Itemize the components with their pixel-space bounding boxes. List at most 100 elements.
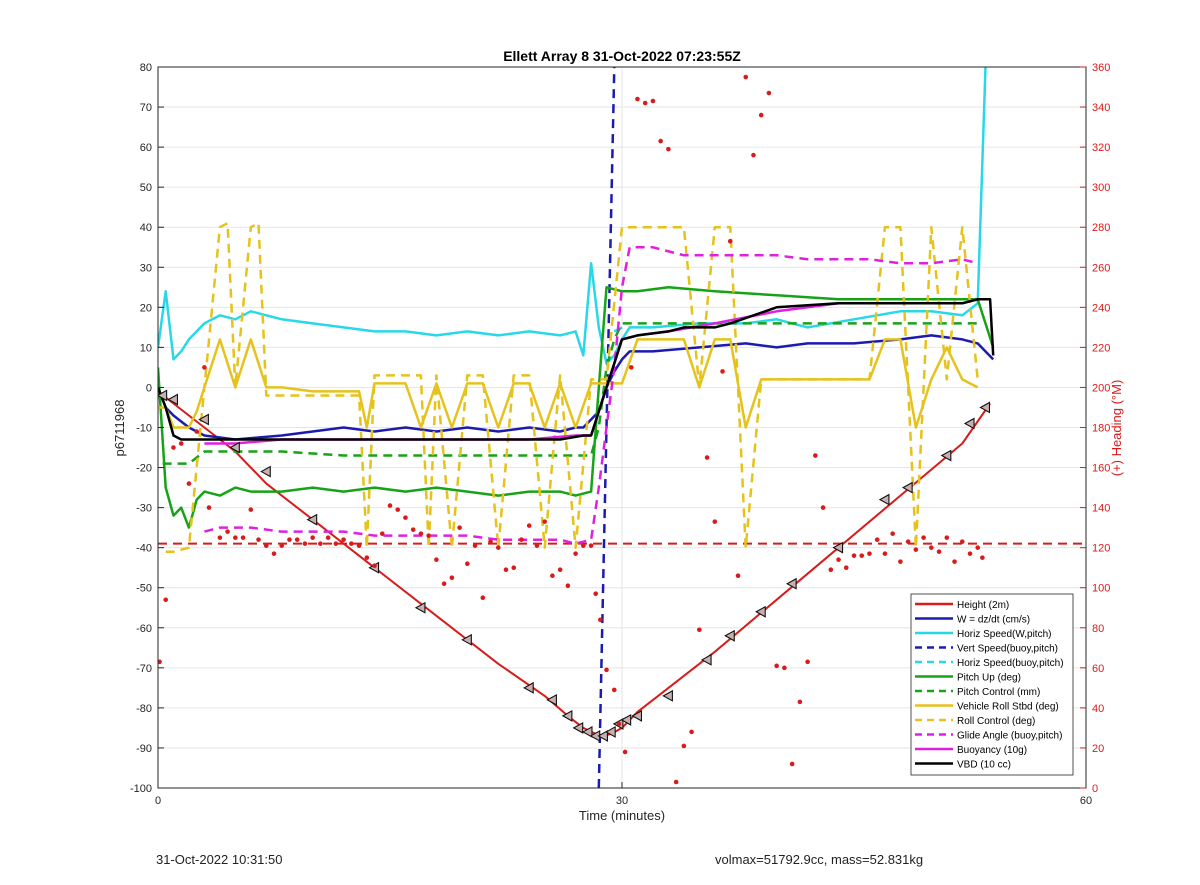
height-marker (940, 449, 952, 462)
height-marker (597, 729, 608, 742)
height-marker (561, 709, 573, 722)
height-marker (260, 465, 271, 478)
y-tick-label: 0 (146, 382, 152, 394)
height-marker (158, 389, 168, 402)
heading-point (689, 729, 694, 735)
heading-point (622, 749, 628, 755)
heading-point (867, 551, 872, 556)
heading-point (828, 567, 834, 572)
heading-point (898, 559, 903, 564)
heading-point (581, 543, 586, 548)
heading-point (565, 583, 571, 589)
heading-point (774, 663, 779, 669)
y2-tick-label: 240 (1092, 302, 1110, 314)
heading-point (712, 519, 718, 524)
y-tick-label: 60 (140, 142, 152, 154)
heading-point (952, 559, 957, 564)
legend-label-10: Buoyancy (10g) (957, 745, 1027, 756)
heading-point (782, 665, 787, 671)
heading-point (727, 238, 733, 244)
heading-point (526, 523, 532, 528)
heading-point (616, 721, 622, 727)
height-marker (832, 541, 844, 554)
x-axis-label: Time (minutes) (579, 808, 665, 823)
heading-point (789, 761, 795, 767)
y2-tick-label: 40 (1092, 703, 1104, 715)
heading-point (171, 445, 176, 450)
heading-point (465, 561, 470, 566)
heading-point (843, 565, 849, 570)
heading-point (743, 74, 749, 80)
heading-point (206, 505, 212, 510)
heading-point (851, 553, 857, 558)
heading-point (628, 365, 634, 370)
y-tick-label: 10 (140, 342, 152, 354)
height-marker (461, 633, 472, 646)
legend-label-1: W = dz/dt (cm/s) (957, 615, 1030, 626)
y2-tick-label: 300 (1092, 182, 1110, 194)
height-marker (724, 629, 735, 642)
heading-point (418, 531, 424, 536)
y2-axis-label: (+) Heading (°M) (1109, 380, 1124, 477)
heading-point (403, 515, 408, 520)
heading-point (550, 573, 555, 579)
heading-point (434, 557, 439, 562)
y2-axis-ticks: 3603403203002802602402202001801601401201… (1080, 62, 1110, 795)
y2-tick-label: 280 (1092, 222, 1110, 234)
series-line-5 (158, 286, 995, 529)
legend-label-6: Pitch Control (mm) (957, 687, 1040, 698)
legend-label-7: Vehicle Roll Stbd (deg) (957, 702, 1059, 713)
heading-point (294, 537, 300, 542)
heading-point (387, 503, 393, 508)
heading-point (395, 507, 401, 512)
height-marker (878, 493, 890, 506)
heading-point (333, 541, 339, 546)
heading-point (720, 369, 725, 374)
heading-point (820, 505, 826, 510)
heading-point (874, 537, 880, 542)
series-line-11 (158, 298, 995, 441)
heading-point (488, 539, 493, 544)
y2-tick-label: 100 (1092, 583, 1110, 595)
heading-point (302, 541, 308, 546)
heading-point (202, 365, 207, 370)
heading-point (697, 627, 702, 633)
heading-point (929, 545, 934, 550)
height-marker (620, 713, 632, 726)
legend-label-4: Horiz Speed(buoy,pitch) (957, 658, 1064, 669)
heading-point (959, 539, 965, 544)
heading-point (598, 617, 603, 623)
heading-point (410, 527, 416, 532)
heading-point (557, 567, 563, 572)
heading-point (364, 555, 370, 560)
heading-point (936, 549, 942, 554)
heading-point (735, 573, 741, 579)
y-tick-label: -80 (136, 703, 152, 715)
height-marker (786, 577, 797, 590)
footer-vehicle-info: volmax=51792.9cc, mass=52.831kg (715, 852, 924, 867)
height-marker (700, 653, 712, 666)
heading-point (233, 535, 238, 540)
y-tick-label: -40 (136, 543, 152, 555)
y-axis-label: p6711968 (112, 400, 127, 457)
height-marker (979, 401, 991, 414)
y-tick-label: -90 (136, 743, 152, 755)
heading-point (944, 535, 950, 540)
heading-point (573, 551, 578, 556)
series-line-9 (204, 246, 979, 545)
legend-label-9: Glide Angle (buoy,pitch) (957, 731, 1062, 742)
heading-point (263, 543, 269, 548)
heading-point (271, 551, 277, 556)
heading-point (813, 453, 818, 458)
y2-tick-label: 20 (1092, 743, 1104, 755)
heading-point (194, 429, 199, 434)
y2-tick-label: 120 (1092, 543, 1110, 555)
heading-point (248, 507, 254, 512)
legend-label-0: Height (2m) (957, 600, 1009, 611)
legend-label-11: VBD (10 cc) (957, 760, 1011, 771)
heading-point (921, 535, 926, 540)
heading-point (905, 539, 911, 544)
y2-tick-label: 60 (1092, 663, 1104, 675)
heading-point (967, 551, 973, 556)
heading-point (797, 699, 803, 705)
